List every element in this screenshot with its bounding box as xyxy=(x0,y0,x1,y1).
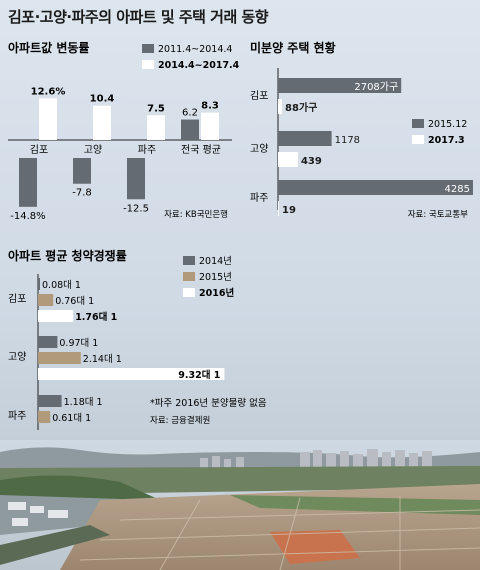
price-bar xyxy=(39,98,57,140)
unsold-value-label: 4285 xyxy=(445,184,470,195)
price-bar xyxy=(201,112,219,140)
legend-swatch-2015y xyxy=(183,272,195,281)
price-category-label: 김포 xyxy=(30,144,48,156)
unsold-bar xyxy=(278,99,283,114)
price-category-label: 전국 평균 xyxy=(181,144,221,156)
price-value-label: 10.4 xyxy=(90,94,115,105)
legend-label-2014: 2014.4~2017.4 xyxy=(158,60,240,71)
price-value-label: -12.5 xyxy=(123,203,149,214)
competition-value-label: 2.14대 1 xyxy=(83,354,122,365)
competition-value-label: 1.18대 1 xyxy=(64,397,103,408)
price-value-label: 8.3 xyxy=(201,101,219,112)
competition-value-label: 0.08대 1 xyxy=(42,280,81,291)
price-chart-title: 아파트값 변동률 xyxy=(8,40,89,55)
competition-bar xyxy=(38,336,58,348)
legend-label-2014y: 2014년 xyxy=(199,256,232,267)
unsold-bar xyxy=(278,131,332,146)
competition-chart-note: *파주 2016년 분양물량 없음 xyxy=(150,397,267,409)
competition-chart-source: 자료: 금융결제원 xyxy=(150,415,210,426)
legend-swatch-2017-3 xyxy=(412,135,424,144)
unsold-category-label: 파주 xyxy=(250,192,268,204)
competition-category-label: 김포 xyxy=(8,293,26,305)
competition-category-label: 고양 xyxy=(8,351,26,363)
legend-swatch-2016y xyxy=(183,288,195,297)
competition-bar xyxy=(38,278,40,290)
price-value-label: -7.8 xyxy=(72,188,92,199)
competition-bar xyxy=(38,411,51,423)
construction-site-photo xyxy=(0,440,480,570)
legend-label-2015y: 2015년 xyxy=(199,272,232,283)
price-value-label: 6.2 xyxy=(182,108,198,119)
competition-value-label: 0.61대 1 xyxy=(52,413,91,424)
price-value-label: -14.8% xyxy=(10,211,45,222)
price-category-label: 고양 xyxy=(84,144,102,156)
competition-chart-title: 아파트 평균 청약경쟁률 xyxy=(8,248,127,263)
price-bar xyxy=(73,158,91,184)
unsold-bar xyxy=(278,152,298,167)
legend-label-2016y: 2016년 xyxy=(199,287,234,299)
competition-bar xyxy=(38,310,74,322)
landscape-illustration xyxy=(0,440,480,570)
legend-label-2015-12: 2015.12 xyxy=(428,119,467,130)
price-change-chart: 아파트값 변동률 2011.4~2014.4 2014.4~2017.4 김포 -… xyxy=(8,40,240,222)
competition-category-label: 파주 xyxy=(8,410,26,422)
legend-swatch-2014 xyxy=(142,60,154,69)
competition-bar xyxy=(38,395,62,407)
price-bar xyxy=(19,158,37,207)
unsold-value-label: 19 xyxy=(282,205,296,216)
competition-value-label: 9.32대 1 xyxy=(178,369,220,381)
price-bar xyxy=(181,119,199,140)
legend-label-2017-3: 2017.3 xyxy=(428,135,465,146)
legend-label-2011: 2011.4~2014.4 xyxy=(158,44,232,55)
unsold-category-label: 고양 xyxy=(250,143,268,155)
page-title: 김포·고양·파주의 아파트 및 주택 거래 동향 xyxy=(8,8,269,26)
competition-bar xyxy=(38,352,81,364)
legend-swatch-2015-12 xyxy=(412,119,424,128)
unsold-value-label: 88가구 xyxy=(285,101,317,114)
unsold-value-label: 439 xyxy=(301,156,322,167)
unsold-bar xyxy=(278,180,473,195)
competition-value-label: 0.76대 1 xyxy=(55,296,94,307)
price-value-label: 12.6% xyxy=(31,86,66,97)
unsold-chart-title: 미분양 주택 현황 xyxy=(250,40,336,55)
unsold-category-label: 김포 xyxy=(250,90,268,102)
price-category-label: 파주 xyxy=(138,144,156,156)
competition-value-label: 1.76대 1 xyxy=(75,311,117,323)
unsold-value-label: 1178 xyxy=(335,135,360,146)
price-bar xyxy=(93,105,111,140)
price-bar xyxy=(127,158,145,200)
legend-swatch-2014y xyxy=(183,256,195,265)
price-value-label: 7.5 xyxy=(147,103,165,114)
competition-bar xyxy=(38,368,225,380)
unsold-bar xyxy=(278,78,402,93)
price-bar xyxy=(147,115,165,140)
competition-rate-chart: 아파트 평균 청약경쟁률 2014년 2015년 2016년 김포 0.08대 1… xyxy=(8,248,267,430)
legend-swatch-2011 xyxy=(142,44,154,53)
unsold-chart-source: 자료: 국토교통부 xyxy=(408,210,468,220)
price-chart-source: 자료: KB국민은행 xyxy=(164,209,228,220)
competition-bar xyxy=(38,294,54,306)
competition-value-label: 0.97대 1 xyxy=(59,338,98,349)
unsold-bar xyxy=(278,201,279,216)
unsold-value-label: 2708가구 xyxy=(354,81,398,93)
